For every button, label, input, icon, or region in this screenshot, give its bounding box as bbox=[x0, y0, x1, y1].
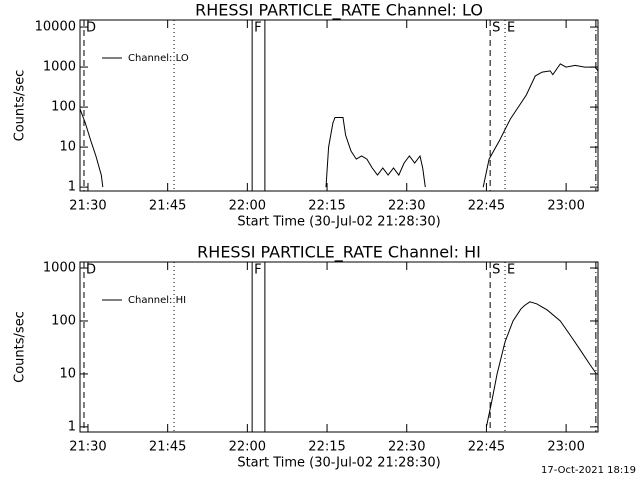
x-tick-label: 21:30 bbox=[69, 199, 106, 214]
marker-label: D bbox=[86, 21, 96, 36]
legend-label: Channel: LO bbox=[128, 53, 189, 64]
x-tick-label: 23:00 bbox=[547, 199, 584, 214]
x-tick-label: 22:30 bbox=[388, 199, 425, 214]
y-tick-label: 1000 bbox=[43, 261, 76, 276]
x-tick-label: 22:45 bbox=[468, 440, 505, 455]
marker-label: E bbox=[507, 21, 515, 36]
y-tick-label: 1 bbox=[68, 419, 76, 434]
chart-title: RHESSI PARTICLE_RATE Channel: LO bbox=[195, 1, 483, 21]
y-tick-label: 1000 bbox=[43, 60, 76, 75]
x-tick-label: 22:00 bbox=[229, 199, 266, 214]
x-tick-label: 21:45 bbox=[149, 199, 186, 214]
series-line bbox=[485, 301, 597, 428]
x-tick-label: 22:30 bbox=[388, 440, 425, 455]
plot-frame bbox=[79, 261, 599, 433]
y-tick-label: 10 bbox=[59, 366, 76, 381]
marker-label: F bbox=[254, 263, 261, 278]
y-tick-label: 10000 bbox=[35, 20, 76, 35]
marker-label: S bbox=[492, 263, 500, 278]
x-tick-label: 23:00 bbox=[547, 440, 584, 455]
plot-frame bbox=[79, 19, 599, 192]
marker-label: S bbox=[492, 21, 500, 36]
x-tick-label: 22:45 bbox=[468, 199, 505, 214]
x-tick-label: 21:30 bbox=[69, 440, 106, 455]
series-line bbox=[80, 63, 598, 188]
y-tick-label: 100 bbox=[51, 313, 76, 328]
x-axis-title: Start Time (30-Jul-02 21:28:30) bbox=[237, 215, 440, 230]
legend-label: Channel: HI bbox=[128, 295, 186, 306]
y-tick-label: 1 bbox=[68, 180, 76, 195]
chart-title: RHESSI PARTICLE_RATE Channel: HI bbox=[197, 243, 481, 263]
marker-label: E bbox=[507, 263, 515, 278]
timestamp: 17-Oct-2021 18:19 bbox=[541, 465, 636, 476]
x-axis-title: Start Time (30-Jul-02 21:28:30) bbox=[237, 456, 440, 471]
y-axis-title: Counts/sec bbox=[13, 70, 28, 142]
y-tick-label: 100 bbox=[51, 100, 76, 115]
x-tick-label: 22:15 bbox=[308, 199, 345, 214]
marker-label: F bbox=[254, 21, 261, 36]
x-tick-label: 22:15 bbox=[308, 440, 345, 455]
marker-label: D bbox=[86, 263, 96, 278]
y-tick-label: 10 bbox=[59, 140, 76, 155]
x-tick-label: 21:45 bbox=[149, 440, 186, 455]
y-axis-title: Counts/sec bbox=[13, 311, 28, 383]
x-tick-label: 22:00 bbox=[229, 440, 266, 455]
